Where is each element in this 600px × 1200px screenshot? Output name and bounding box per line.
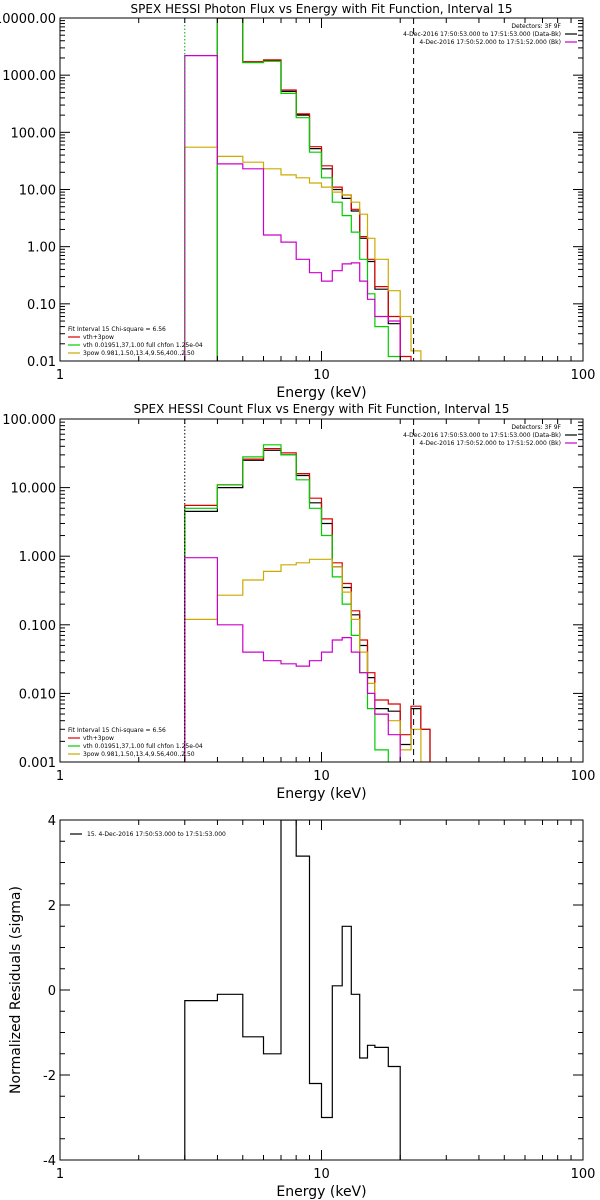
series-1-line	[184, 820, 401, 1160]
y-tick-label: 0.010	[19, 687, 56, 702]
y-tick-label: 0.001	[19, 756, 56, 771]
chart-title: SPEX HESSI Photon Flux vs Energy with Fi…	[131, 2, 513, 16]
y-tick-label: 0.01	[27, 355, 56, 370]
legend-entry-label: 3pow 0.981,1.50,13.4,9.56,400.,2.50	[83, 751, 195, 758]
x-tick-label: 1	[56, 1167, 64, 1182]
series-1-line	[184, 449, 431, 762]
y-tick-label: -2	[43, 1069, 56, 1084]
y-tick-label: 0.10	[27, 298, 56, 313]
x-tick-label: 100	[571, 1167, 596, 1182]
y-tick-label: 1000.00	[2, 69, 56, 84]
series-1-line	[216, 18, 401, 361]
legend-entry-label: 15. 4-Dec-2016 17:50:53.000 to 17:51:53.…	[87, 831, 226, 838]
legend-entry-label: 4-Dec-2016 17:50:52.000 to 17:51:52.000 …	[419, 39, 561, 46]
legend-entry-label: 3pow 0.981,1.50,13.4,9.56,400.,2.50	[83, 350, 195, 357]
y-tick-label: 0.100	[19, 619, 56, 634]
chart-panel-2: SPEX HESSI Count Flux vs Energy with Fit…	[2, 402, 595, 802]
y-tick-label: 1.000	[19, 550, 56, 565]
x-axis-label: Energy (keV)	[276, 1184, 366, 1200]
y-tick-label: 100.000	[2, 413, 56, 428]
legend-heading: Detectors: 3F 9F	[511, 424, 561, 431]
legend-entry-label: vth+3pow	[83, 334, 114, 341]
x-axis-label: Energy (keV)	[276, 786, 366, 802]
series-5-line	[184, 557, 401, 762]
y-axis-label: Normalized Residuals (sigma)	[8, 886, 24, 1094]
legend-entry-label: 4-Dec-2016 17:50:53.000 to 17:51:53.000 …	[403, 432, 561, 439]
legend-heading: Detectors: 3F 9F	[511, 23, 561, 30]
y-tick-label: 100.00	[11, 126, 57, 141]
series-2-line	[216, 18, 412, 361]
x-tick-label: 1	[56, 769, 64, 784]
legend-top-right: Detectors: 3F 9F4-Dec-2016 17:50:53.000 …	[403, 23, 577, 46]
y-tick-label: 10.000	[11, 482, 57, 497]
legend-bottom-left: Fit Interval 15 Chi-square = 6.56vth+3po…	[68, 326, 203, 357]
series-3-line	[184, 444, 389, 762]
x-tick-label: 100	[571, 769, 596, 784]
legend-top-left: 15. 4-Dec-2016 17:50:53.000 to 17:51:53.…	[70, 831, 226, 838]
series-5-line	[184, 55, 401, 361]
data-area	[184, 820, 401, 1160]
legend-entry-label: vth 0.01951,37,1.00 full chfon 1.25e-04	[83, 743, 203, 750]
y-tick-label: -4	[43, 1154, 56, 1169]
legend-heading: Fit Interval 15 Chi-square = 6.56	[68, 727, 166, 734]
legend-entry-label: vth 0.01951,37,1.00 full chfon 1.25e-04	[83, 342, 203, 349]
legend-bottom-left: Fit Interval 15 Chi-square = 6.56vth+3po…	[68, 727, 203, 758]
x-tick-label: 10	[313, 769, 330, 784]
data-area	[184, 444, 431, 762]
x-tick-label: 100	[571, 368, 596, 383]
x-tick-label: 10	[313, 1167, 330, 1182]
legend-entry-label: vth+3pow	[83, 735, 114, 742]
x-tick-label: 1	[56, 368, 64, 383]
y-tick-label: 2	[48, 899, 56, 914]
data-area	[184, 18, 422, 361]
chart-panel-1: SPEX HESSI Photon Flux vs Energy with Fi…	[0, 2, 595, 401]
y-tick-label: 10000.00	[0, 12, 56, 27]
series-4-line	[184, 146, 422, 361]
plot-frame	[59, 17, 584, 362]
plot-frame	[59, 418, 584, 763]
legend-heading: Fit Interval 15 Chi-square = 6.56	[68, 326, 166, 333]
y-tick-label: 10.00	[19, 184, 56, 199]
x-axis-label: Energy (keV)	[276, 385, 366, 401]
chart-title: SPEX HESSI Count Flux vs Energy with Fit…	[134, 402, 510, 416]
y-tick-label: 0	[48, 984, 56, 999]
y-tick-label: 1.00	[27, 241, 56, 256]
x-tick-label: 10	[313, 368, 330, 383]
legend-top-right: Detectors: 3F 9F4-Dec-2016 17:50:53.000 …	[403, 424, 577, 447]
series-4-line	[184, 558, 430, 762]
series-3-line	[216, 18, 401, 361]
legend-entry-label: 4-Dec-2016 17:50:52.000 to 17:51:52.000 …	[419, 440, 561, 447]
series-2-line	[184, 448, 431, 762]
chart-panel-3: 1 10 100 -4 -2 0 2 4 Energy (keV) Normalized Resi…	[8, 814, 595, 1200]
y-tick-label: 4	[48, 814, 56, 829]
legend-entry-label: 4-Dec-2016 17:50:53.000 to 17:51:53.000 …	[403, 31, 561, 38]
